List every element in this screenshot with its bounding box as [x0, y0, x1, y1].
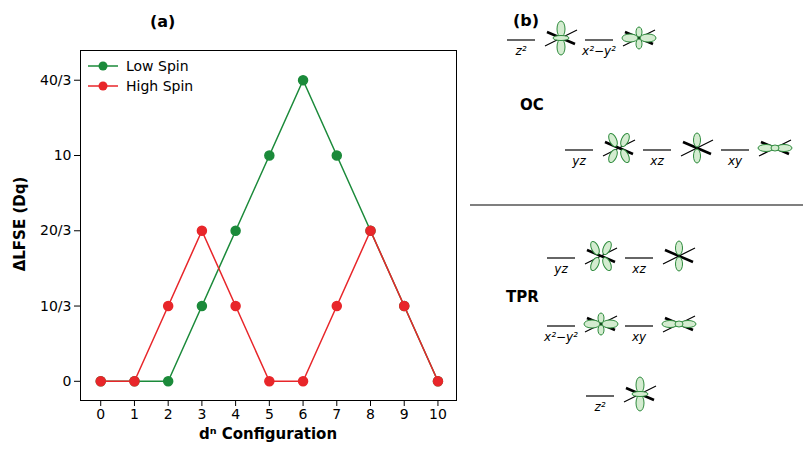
html-text:Low Spin: Low Spin [126, 58, 189, 74]
svg-text:xy: xy [727, 154, 743, 168]
svg-text:yz: yz [553, 262, 568, 276]
svg-text:xz: xz [631, 262, 646, 276]
svg-text:OC: OC [520, 96, 544, 114]
svg-text:yz: yz [571, 154, 586, 168]
svg-text:10/3: 10/3 [40, 298, 71, 314]
svg-text:x²−y²: x²−y² [581, 44, 616, 58]
svg-text:0: 0 [96, 406, 105, 422]
svg-text:0: 0 [63, 373, 72, 389]
svg-text:3: 3 [197, 406, 206, 422]
svg-text:40/3: 40/3 [40, 72, 71, 88]
html-text:(a): (a) [150, 12, 176, 31]
svg-text:xz: xz [649, 154, 664, 168]
html-text:ΔLFSE (Dq): ΔLFSE (Dq) [11, 176, 29, 272]
svg-text:(b): (b) [513, 11, 539, 30]
svg-text:8: 8 [366, 406, 375, 422]
svg-text:10: 10 [54, 147, 72, 163]
svg-text:2: 2 [164, 406, 173, 422]
svg-text:5: 5 [265, 406, 274, 422]
svg-text:4: 4 [231, 406, 240, 422]
svg-text:TPR: TPR [506, 288, 539, 306]
svg-text:xy: xy [631, 330, 647, 344]
svg-text:z²: z² [514, 44, 526, 58]
svg-text:9: 9 [400, 406, 409, 422]
svg-text:z²: z² [593, 400, 605, 414]
svg-text:10: 10 [429, 406, 447, 422]
html-text:dⁿ Configuration: dⁿ Configuration [198, 425, 338, 443]
svg-text:1: 1 [130, 406, 139, 422]
svg-text:x²−y²: x²−y² [543, 330, 578, 344]
svg-text:7: 7 [332, 406, 341, 422]
html-text:High Spin: High Spin [126, 78, 194, 94]
svg-text:6: 6 [299, 406, 308, 422]
svg-text:20/3: 20/3 [40, 222, 71, 238]
